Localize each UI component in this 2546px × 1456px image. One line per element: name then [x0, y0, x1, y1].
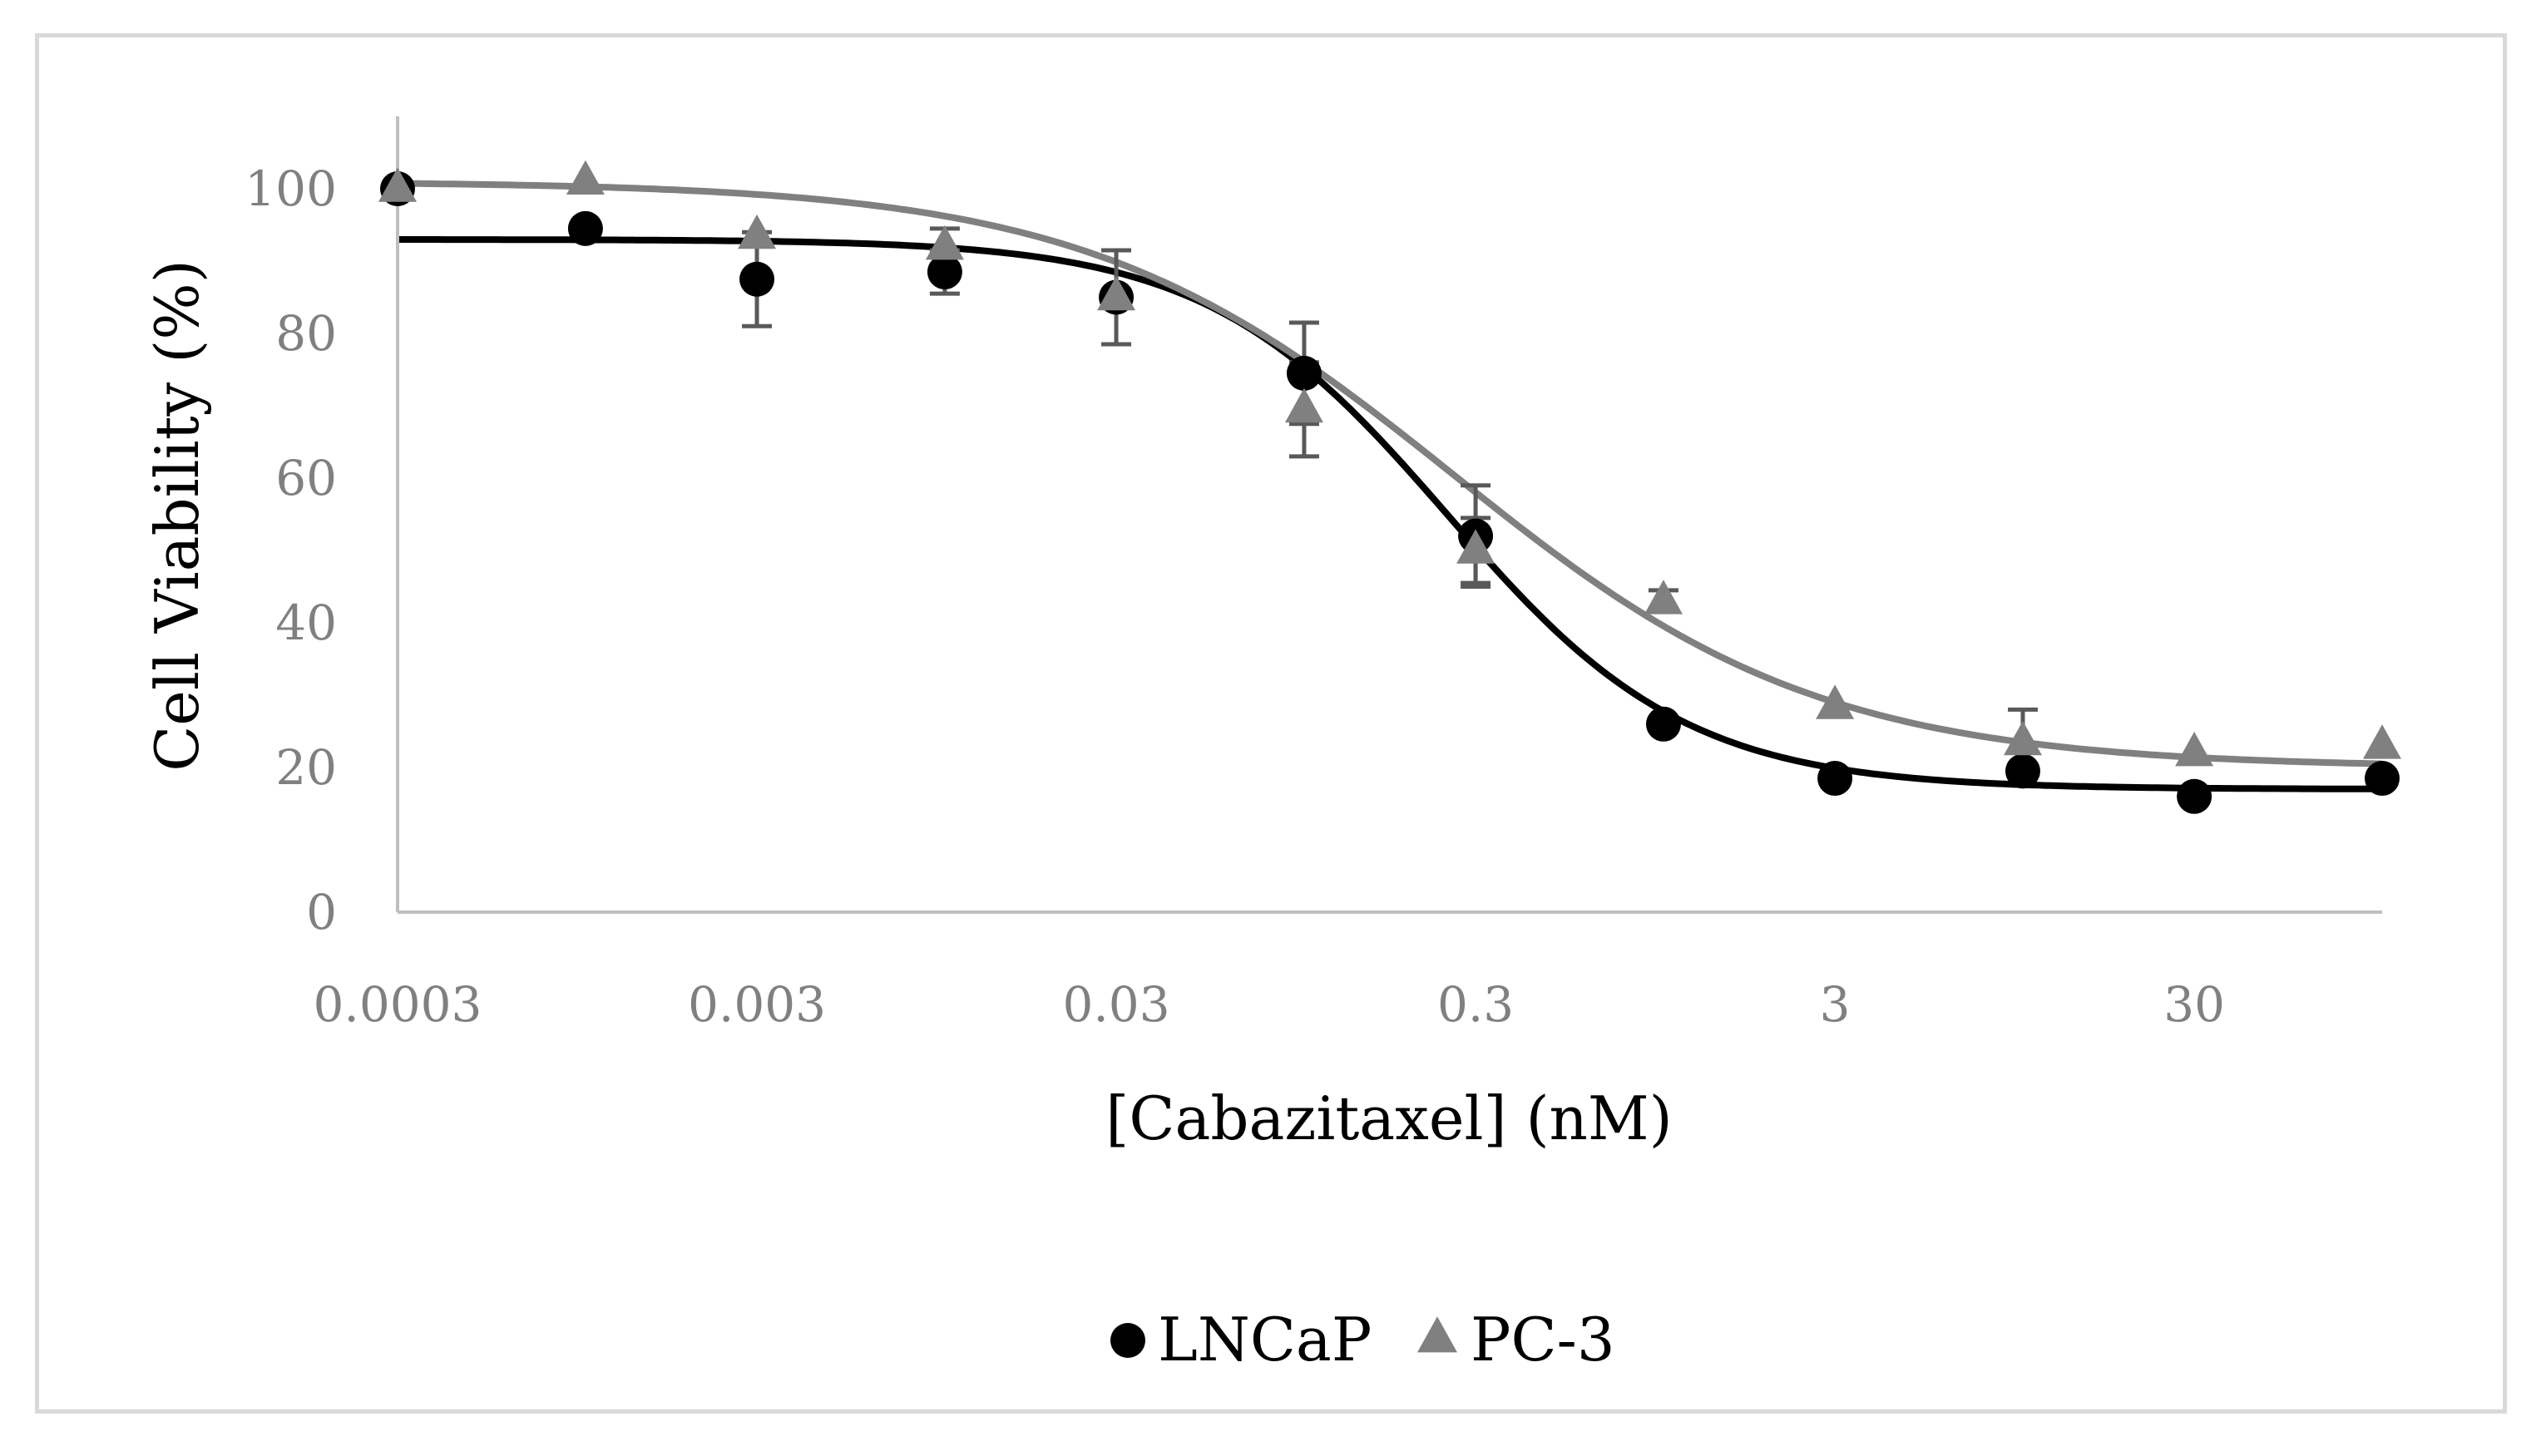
data-point-lncap: [1645, 706, 1681, 742]
y-tick-label: 100: [245, 160, 337, 217]
legend: LNCaP PC-3: [1110, 1305, 1615, 1375]
data-point-pc3: [1816, 684, 1855, 719]
data-point-lncap: [1817, 761, 1853, 797]
data-points-layer: [378, 160, 2401, 814]
x-tick-label: 0.003: [688, 976, 826, 1033]
error-bars-layer: [742, 226, 2038, 777]
chart-frame: [35, 33, 2507, 1414]
data-point-pc3: [1097, 275, 1136, 311]
fit-curve-lncap: [398, 236, 2382, 792]
data-point-pc3: [2363, 724, 2401, 759]
y-tick-label: 60: [275, 450, 337, 506]
data-point-pc3: [925, 225, 964, 260]
legend-marker-lncap: [1110, 1323, 1145, 1358]
x-tick-label: 0.03: [1062, 976, 1169, 1033]
data-point-pc3: [738, 214, 777, 249]
legend-label-lncap: LNCaP: [1158, 1305, 1372, 1375]
y-axis-title: Cell Viability (%): [142, 259, 212, 772]
y-tick-labels: 0 20 40 60 80 100: [245, 160, 337, 940]
x-axis-title: [Cabazitaxel] (nM): [1105, 1083, 1672, 1153]
data-point-lncap: [2365, 761, 2400, 797]
data-point-pc3: [378, 167, 417, 202]
legend-marker-pc3: [1417, 1316, 1457, 1353]
y-tick-label: 0: [306, 884, 337, 940]
data-point-lncap: [739, 261, 775, 297]
x-tick-label: 3: [1820, 976, 1851, 1033]
data-point-lncap: [2005, 753, 2040, 789]
x-tick-labels: 0.0003 0.003 0.03 0.3 3 30: [314, 976, 2225, 1033]
data-point-lncap: [567, 210, 603, 246]
data-point-pc3: [1644, 580, 1683, 614]
data-point-pc3: [1456, 529, 1495, 564]
fit-curves-layer: [397, 180, 2383, 792]
data-point-lncap: [2177, 778, 2212, 814]
data-point-pc3: [2175, 731, 2214, 767]
data-point-lncap: [927, 254, 962, 290]
data-point-pc3: [566, 160, 605, 195]
fit-curve-pc3: [397, 180, 2383, 767]
data-point-pc3: [1284, 387, 1323, 423]
axes-layer: [396, 116, 2382, 914]
x-tick-label: 0.3: [1437, 976, 1514, 1033]
legend-label-pc3: PC-3: [1471, 1305, 1615, 1375]
y-tick-label: 20: [275, 739, 337, 796]
data-point-lncap: [1286, 355, 1322, 391]
data-point-pc3: [2003, 720, 2042, 756]
x-tick-label: 30: [2163, 976, 2225, 1033]
y-tick-label: 40: [275, 595, 337, 651]
y-tick-label: 80: [275, 305, 337, 362]
x-tick-label: 0.0003: [314, 976, 482, 1033]
